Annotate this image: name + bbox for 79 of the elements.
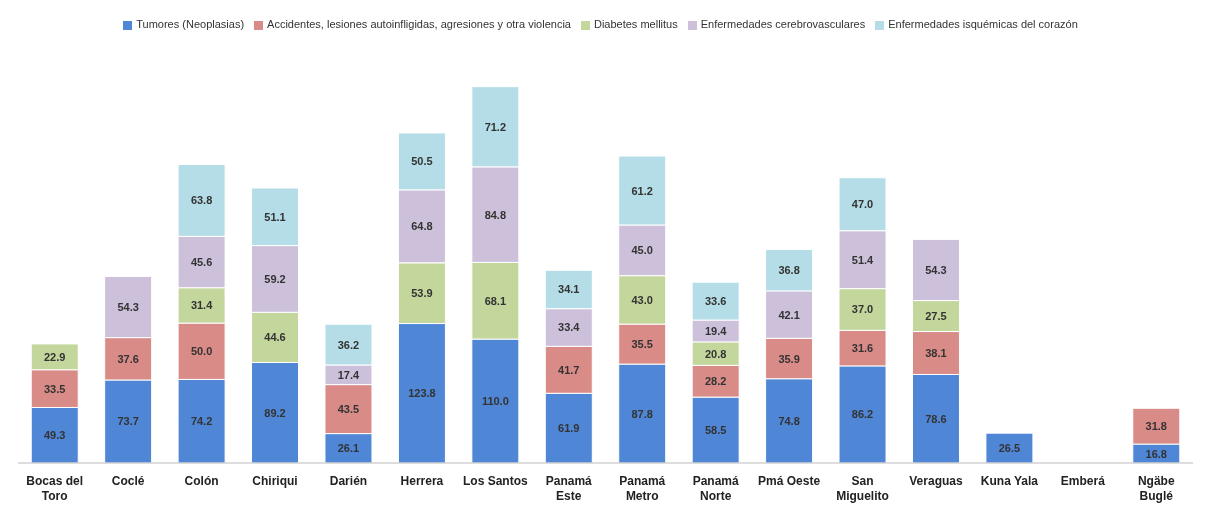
data-label: 59.2: [264, 272, 286, 285]
data-label: 20.8: [704, 347, 727, 360]
data-label: 16.8: [1145, 447, 1167, 460]
data-label: 19.4: [704, 324, 728, 337]
data-label: 50.0: [190, 345, 213, 358]
x-tick-label: Panamá Norte: [692, 474, 739, 503]
x-tick-label: Darién: [329, 474, 368, 488]
data-label: 63.8: [190, 194, 213, 207]
data-label: 28.2: [704, 375, 727, 388]
data-label: 33.5: [44, 382, 66, 395]
data-label: 89.2: [264, 406, 286, 419]
data-label: 26.5: [998, 442, 1021, 455]
x-tick-label: Emberá: [1060, 474, 1106, 488]
data-label: 41.7: [558, 363, 580, 376]
data-label: 36.8: [778, 264, 800, 277]
data-label: 42.1: [778, 308, 800, 321]
data-label: 36.2: [337, 338, 360, 351]
bar: [985, 432, 1034, 464]
data-label: 110.0: [481, 395, 509, 408]
x-tick-label: Panamá Metro: [619, 474, 666, 503]
data-label: 35.5: [631, 338, 653, 351]
data-label: 74.2: [190, 415, 213, 428]
data-label: 84.8: [484, 208, 507, 221]
data-label: 34.1: [558, 283, 580, 296]
data-label: 33.4: [558, 321, 581, 334]
data-label: 26.1: [337, 442, 360, 455]
data-label: 43.5: [337, 403, 360, 416]
data-label: 37.0: [851, 303, 874, 316]
legend-label: Accidentes, lesiones autoinfligidas, agresiones y otra violencia: [267, 18, 571, 30]
data-label: 35.9: [778, 352, 800, 365]
data-label: 17.4: [337, 368, 361, 381]
x-tick-label: San Miguelito: [836, 474, 889, 503]
data-label: 51.1: [264, 210, 286, 223]
x-tick-label: Kuna Yala: [980, 474, 1039, 488]
data-label: 27.5: [925, 310, 947, 323]
data-label: 54.3: [925, 263, 947, 276]
data-label: 123.8: [408, 387, 436, 400]
x-tick-label: Pmá Oeste: [758, 474, 821, 488]
data-label: 37.6: [117, 352, 139, 365]
data-label: 73.7: [117, 415, 139, 428]
x-tick-label: Chiriqui: [252, 474, 298, 488]
data-label: 31.6: [851, 342, 874, 355]
data-label: 31.4: [190, 299, 214, 312]
legend-label: Diabetes mellitus: [593, 18, 678, 30]
data-label: 61.9: [558, 422, 580, 435]
data-label: 58.5: [704, 424, 727, 437]
data-label: 43.0: [631, 293, 653, 306]
data-label: 44.6: [264, 331, 286, 344]
x-tick-label: Ngäbe Buglé: [1137, 474, 1175, 503]
data-label: 78.6: [925, 412, 947, 425]
data-label: 53.9: [411, 287, 433, 300]
data-label: 68.1: [484, 294, 507, 307]
data-label: 51.4: [851, 253, 875, 266]
data-label: 31.8: [1145, 420, 1167, 433]
data-label: 64.8: [411, 220, 433, 233]
x-tick-label: Coclé: [111, 474, 145, 488]
legend-label: Enfermedades isquémicas del corazón: [888, 18, 1078, 30]
data-label: 71.2: [484, 120, 507, 133]
x-tick-label: Los Santos: [463, 474, 528, 488]
data-label: 86.2: [851, 408, 874, 421]
data-label: 45.6: [190, 256, 213, 269]
data-label: 61.2: [631, 184, 653, 197]
x-tick-label: Panamá Este: [545, 474, 593, 503]
x-tick-label: Veraguas: [909, 474, 963, 488]
legend-label: Tumores (Neoplasias): [136, 18, 245, 30]
data-label: 74.8: [778, 414, 800, 427]
data-label: 38.1: [925, 347, 947, 359]
data-label: 33.6: [704, 295, 727, 308]
x-tick-label: Herrera: [400, 474, 444, 488]
legend-label: Enfermedades cerebrovasculares: [700, 18, 866, 30]
data-label: 50.5: [411, 155, 433, 168]
x-tick-label: Bocas del Toro: [26, 474, 84, 503]
data-label: 47.0: [851, 198, 874, 211]
data-label: 22.9: [44, 350, 66, 363]
data-label: 49.3: [44, 429, 66, 442]
data-label: 87.8: [631, 407, 653, 420]
data-label: 54.3: [117, 301, 139, 314]
x-tick-label: Colón: [184, 474, 219, 488]
data-label: 45.0: [631, 244, 653, 257]
